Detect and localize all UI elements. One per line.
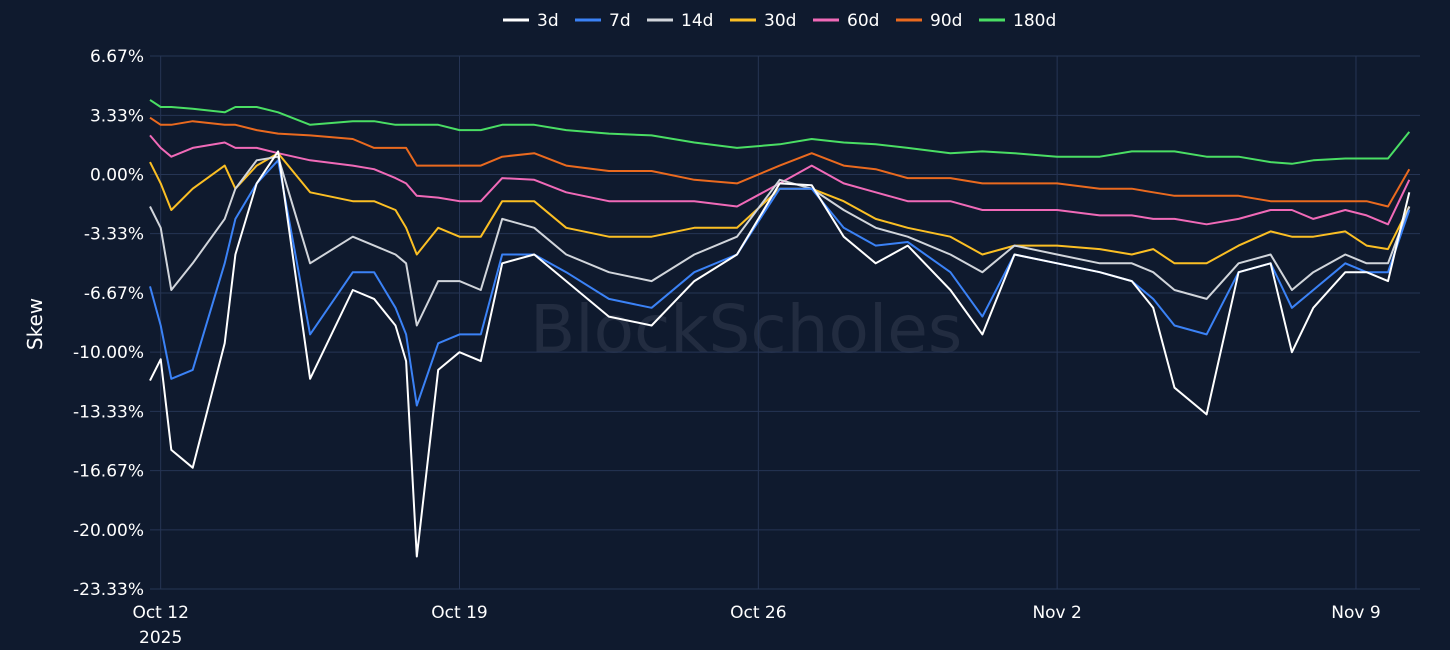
grid-lines bbox=[150, 55, 1420, 590]
legend-label: 90d bbox=[930, 11, 962, 31]
legend-item-180d: 180d bbox=[979, 11, 1056, 31]
legend-item-3d: 3d bbox=[503, 11, 559, 31]
series-line-30d bbox=[149, 152, 1411, 265]
legend-item-90d: 90d bbox=[896, 11, 962, 31]
legend-item-14d: 14d bbox=[647, 11, 713, 31]
x-tick-year-label: 2025 bbox=[139, 628, 182, 648]
x-tick-label: Nov 2 bbox=[1032, 603, 1081, 623]
y-tick-label: -3.33% bbox=[84, 225, 144, 245]
y-tick-label: 6.67% bbox=[90, 47, 144, 67]
y-tick-label: 3.33% bbox=[90, 106, 144, 126]
x-tick-label: Nov 9 bbox=[1331, 603, 1380, 623]
y-tick-label: -10.00% bbox=[73, 343, 144, 363]
y-axis-ticks: 6.67% 3.33% 0.00% -3.33% -6.67% -10.00% -13.33… bbox=[73, 47, 144, 600]
x-tick-label: Oct 26 bbox=[730, 603, 786, 623]
x-axis-ticks: Oct 12 2025 Oct 19 Oct 26 Nov 2 Nov 9 bbox=[132, 603, 1380, 648]
y-tick-label: 0.00% bbox=[90, 166, 144, 186]
legend-label: 60d bbox=[847, 11, 879, 31]
series-line-180d bbox=[149, 99, 1411, 165]
legend-label: 7d bbox=[609, 11, 631, 31]
legend-item-60d: 60d bbox=[813, 11, 879, 31]
series-layer bbox=[149, 99, 1411, 558]
y-axis-title: Skew bbox=[23, 298, 47, 350]
y-tick-label: -13.33% bbox=[73, 402, 144, 422]
x-tick-label: Oct 12 bbox=[132, 603, 188, 623]
legend-item-30d: 30d bbox=[730, 11, 796, 31]
y-tick-label: -20.00% bbox=[73, 521, 144, 541]
series-line-60d bbox=[149, 134, 1411, 226]
legend-label: 180d bbox=[1013, 11, 1056, 31]
legend-label: 30d bbox=[764, 11, 796, 31]
legend-label: 3d bbox=[537, 11, 559, 31]
y-tick-label: -23.33% bbox=[73, 580, 144, 600]
x-tick-label: Oct 19 bbox=[431, 603, 487, 623]
legend-label: 14d bbox=[681, 11, 713, 31]
series-line-7d bbox=[149, 159, 1411, 407]
y-tick-label: -16.67% bbox=[73, 462, 144, 482]
legend-item-7d: 7d bbox=[575, 11, 631, 31]
watermark-text: BlockScholes bbox=[530, 291, 962, 368]
series-line-90d bbox=[149, 116, 1411, 208]
series-line-3d bbox=[149, 150, 1411, 558]
series-line-14d bbox=[149, 155, 1411, 327]
y-tick-label: -6.67% bbox=[84, 284, 144, 304]
legend: 3d 7d 14d 30d 60d 90d 180d bbox=[503, 11, 1056, 31]
